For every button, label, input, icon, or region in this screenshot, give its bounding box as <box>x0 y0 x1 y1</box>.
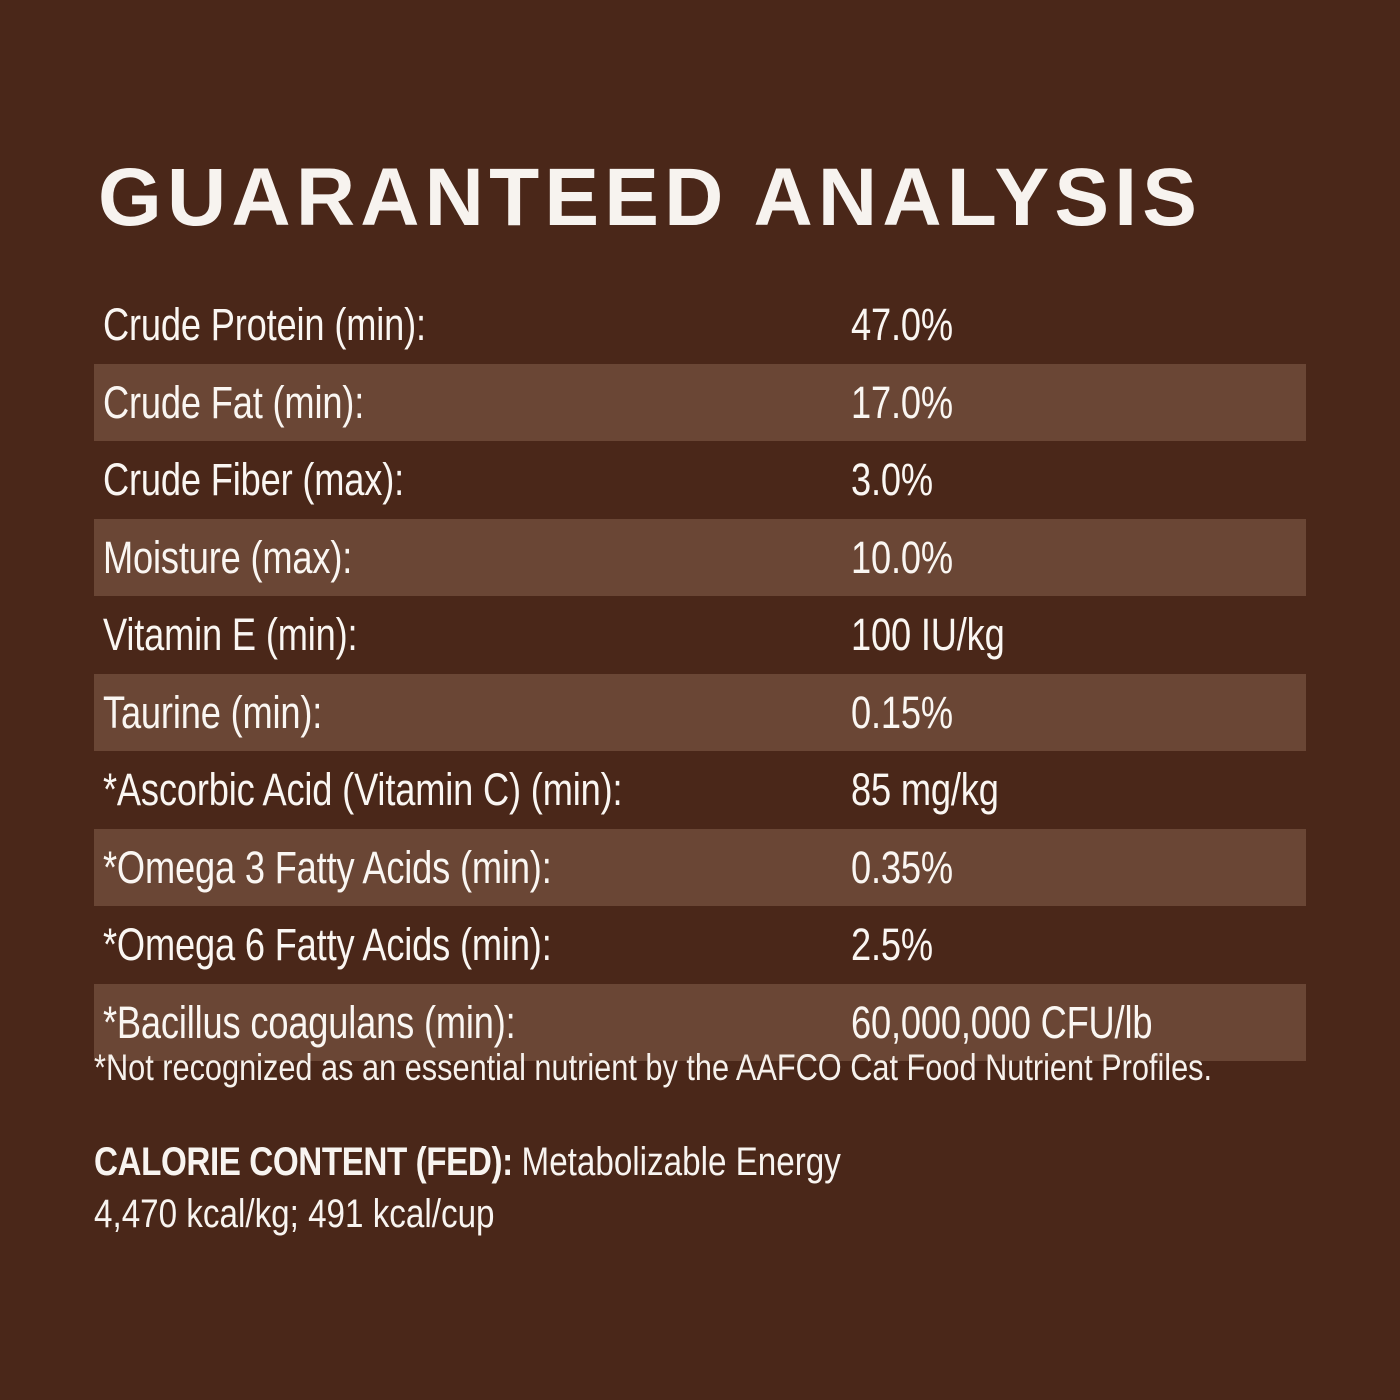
table-row: *Bacillus coagulans (min): 60,000,000 CFU… <box>94 983 1306 1061</box>
nutrient-value: 17.0% <box>851 376 953 428</box>
nutrient-label: Crude Fiber (max): <box>103 454 405 506</box>
footnote-text: *Not recognized as an essential nutrient… <box>94 1047 1213 1088</box>
page-title: GUARANTEED ANALYSIS <box>98 152 1203 243</box>
nutrient-value: 0.15% <box>851 686 953 738</box>
table-row: Taurine (min): 0.15% <box>94 673 1306 751</box>
table-row: Vitamin E (min): 100 IU/kg <box>94 596 1306 674</box>
guaranteed-analysis-table: Crude Protein (min): 47.0% Crude Fat (min)… <box>94 286 1306 1061</box>
nutrient-label: Vitamin E (min): <box>103 609 358 661</box>
nutrient-label: *Omega 3 Fatty Acids (min): <box>103 841 552 893</box>
nutrient-value: 3.0% <box>851 454 933 506</box>
nutrient-label: Moisture (max): <box>103 531 353 583</box>
nutrient-value: 47.0% <box>851 299 953 351</box>
table-row: Crude Protein (min): 47.0% <box>94 286 1306 364</box>
nutrient-value: 100 IU/kg <box>851 609 1005 661</box>
nutrient-label: Crude Protein (min): <box>103 299 426 351</box>
table-row: Crude Fiber (max): 3.0% <box>94 441 1306 519</box>
nutrient-value: 0.35% <box>851 841 953 893</box>
nutrient-value: 2.5% <box>851 919 933 971</box>
nutrient-label: *Omega 6 Fatty Acids (min): <box>103 919 552 971</box>
nutrient-value: 85 mg/kg <box>851 764 999 816</box>
calorie-content-subtitle: Metabolizable Energy <box>521 1140 841 1184</box>
calorie-content-values: 4,470 kcal/kg; 491 kcal/cup <box>94 1192 495 1236</box>
table-row: *Omega 6 Fatty Acids (min): 2.5% <box>94 906 1306 984</box>
nutrient-value: 60,000,000 CFU/lb <box>851 996 1153 1048</box>
table-row: *Omega 3 Fatty Acids (min): 0.35% <box>94 828 1306 906</box>
table-row: Crude Fat (min): 17.0% <box>94 363 1306 441</box>
nutrient-value: 10.0% <box>851 531 953 583</box>
nutrient-label: Crude Fat (min): <box>103 376 365 428</box>
nutrient-label: *Bacillus coagulans (min): <box>103 996 516 1048</box>
calorie-content-heading: CALORIE CONTENT (FED): <box>94 1140 522 1184</box>
nutrient-label: *Ascorbic Acid (Vitamin C) (min): <box>103 764 623 816</box>
calorie-content-block: CALORIE CONTENT (FED): Metabolizable Ene… <box>94 1136 841 1240</box>
table-row: *Ascorbic Acid (Vitamin C) (min): 85 mg/k… <box>94 751 1306 829</box>
table-row: Moisture (max): 10.0% <box>94 518 1306 596</box>
nutrient-label: Taurine (min): <box>103 686 323 738</box>
